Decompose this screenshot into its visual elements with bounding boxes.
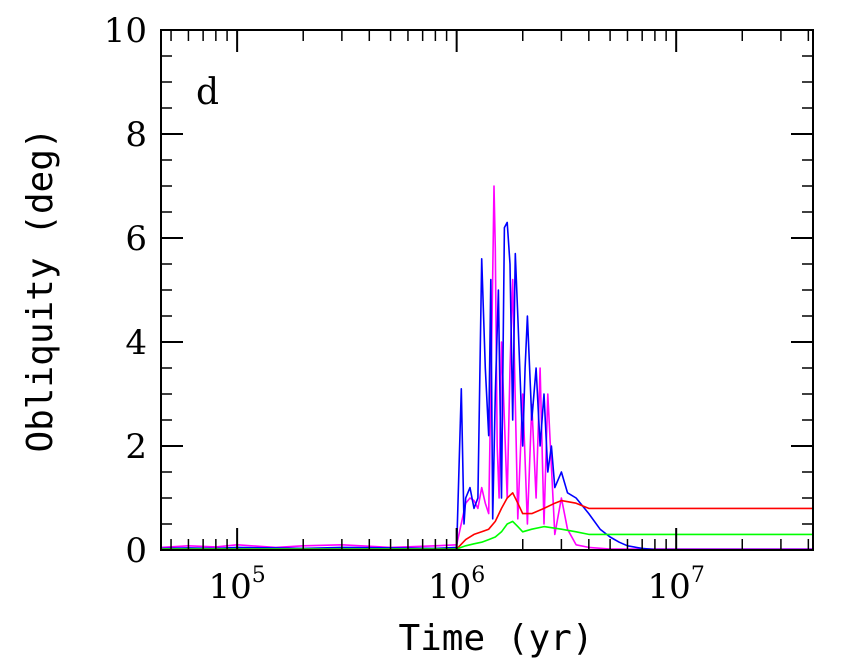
tick-layer — [161, 29, 813, 551]
x-tick-labels: 105 106 107 — [208, 563, 704, 607]
series-layer — [160, 185, 813, 551]
y-tick-labels: 0 2 4 6 8 10 — [104, 11, 147, 571]
series-line-3 — [161, 520, 813, 550]
y-tick-label: 4 — [125, 323, 147, 363]
y-tick-label: 10 — [104, 11, 147, 51]
y-tick-label: 0 — [125, 531, 147, 571]
x-axis-title: Time (yr) — [398, 618, 593, 659]
panel-label: d — [196, 72, 219, 113]
y-tick-label: 6 — [125, 219, 147, 259]
series-line-1 — [160, 221, 813, 551]
series-line-0 — [160, 185, 813, 550]
y-tick-label: 2 — [125, 427, 147, 467]
x-tick-label: 105 — [208, 563, 265, 607]
series-line-2 — [161, 491, 813, 550]
x-tick-label: 106 — [428, 563, 485, 607]
plot-frame — [160, 29, 814, 551]
x-tick-label: 107 — [648, 563, 705, 607]
y-tick-label: 8 — [125, 115, 147, 155]
y-axis-title: Obliquity (deg) — [20, 127, 61, 452]
